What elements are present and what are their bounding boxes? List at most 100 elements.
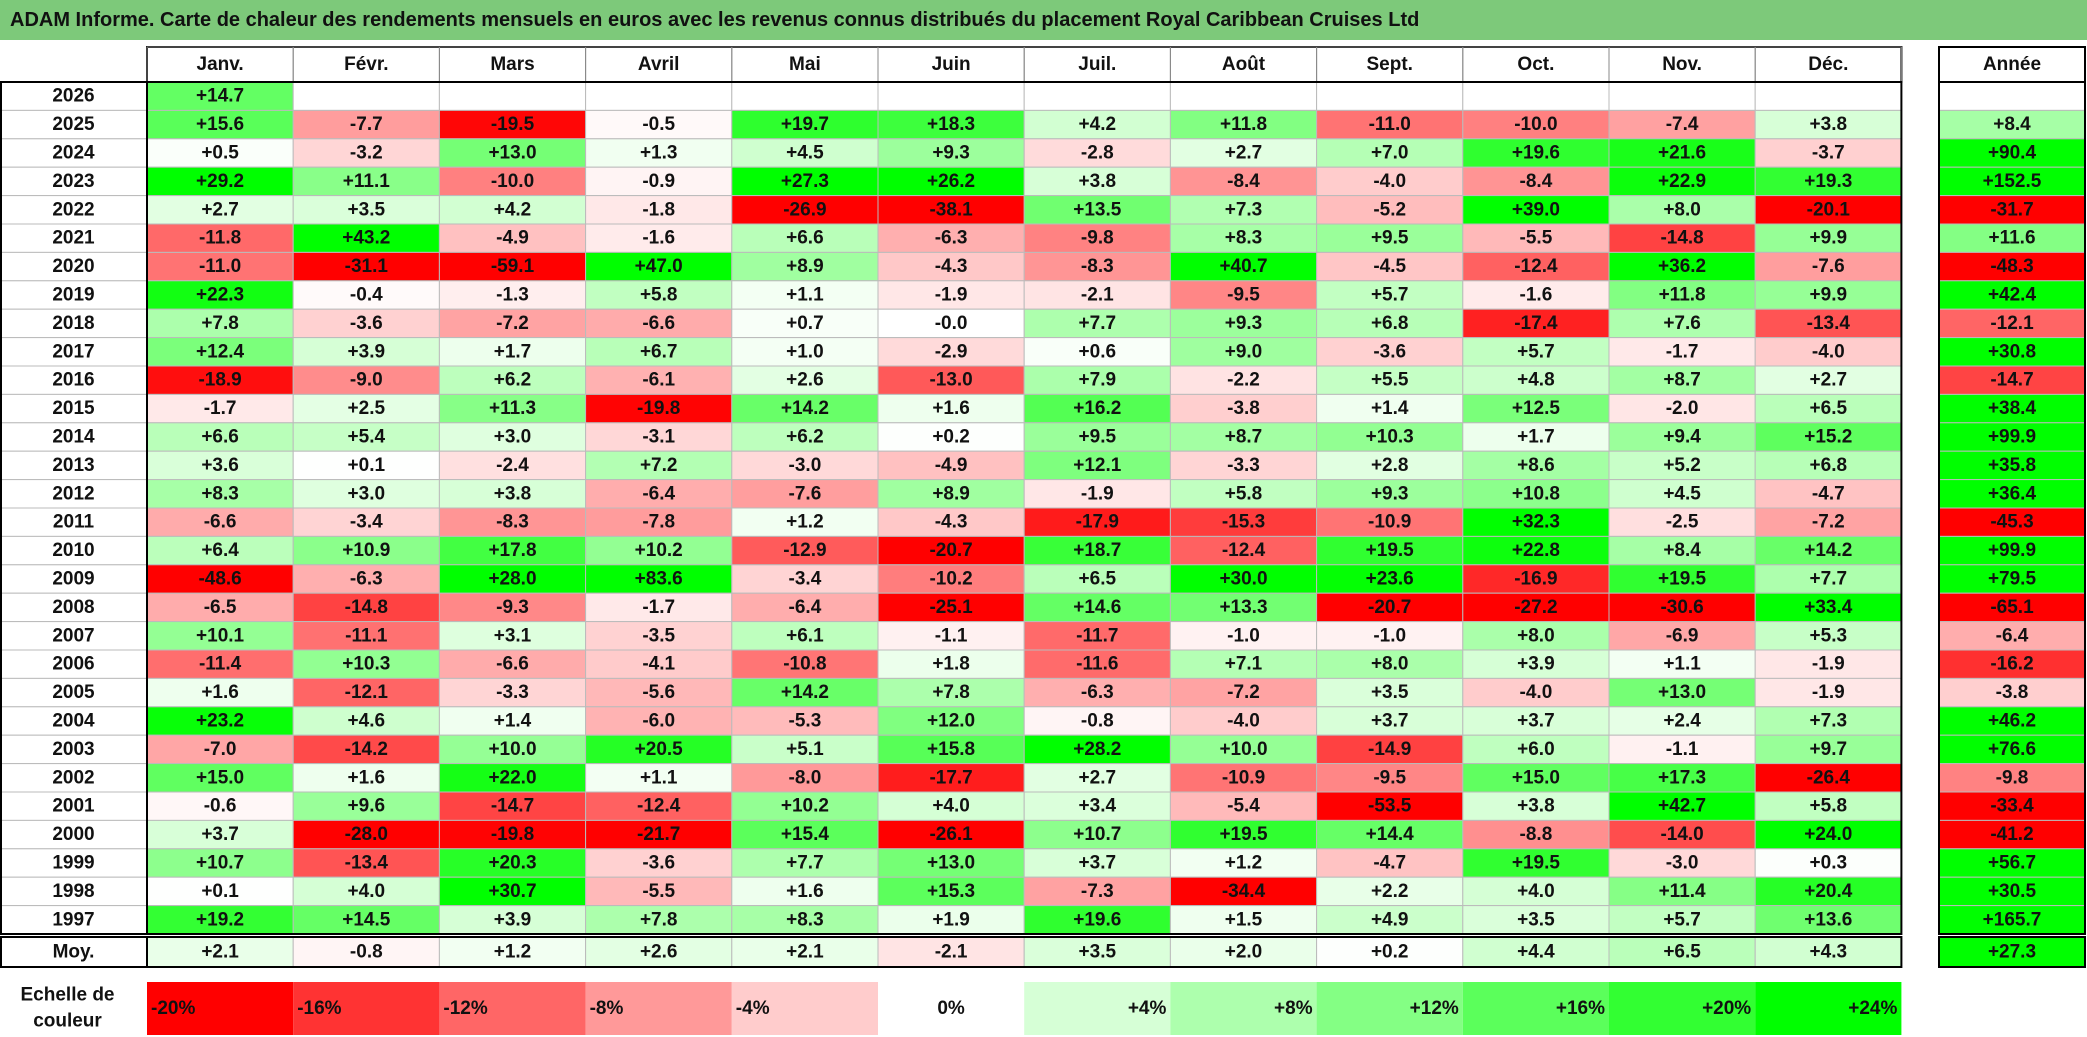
heatmap-cell-value: -16.9 [1514,569,1557,590]
annual-cell-value: -14.7 [1990,370,2033,391]
heatmap-cell [731,365,879,395]
heatmap-cell [146,422,294,452]
average-cell-value: +4.4 [1517,942,1555,963]
heatmap-cell-value: +3.0 [348,483,386,504]
month-header-label: Août [1222,54,1266,75]
year-label: 2016 [52,370,94,391]
heatmap-cell-value: +4.5 [1663,483,1701,504]
scale-label-line1: Echelle de [21,985,115,1006]
heatmap-cell-value: +15.8 [927,739,975,760]
heatmap-cell [877,905,1025,935]
heatmap-cell-value: -25.1 [929,597,973,618]
heatmap-cell [1462,905,1610,935]
year-label-cell [0,848,148,878]
heatmap-cell [1316,81,1464,111]
average-cell-value: +2.6 [640,942,678,963]
heatmap-cell [292,592,440,623]
heatmap-cell [1316,308,1464,339]
heatmap-cell-value: +10.1 [196,625,245,646]
annual-cell-value: -48.3 [1990,256,2033,277]
heatmap-cell [438,280,587,310]
heatmap-cell-value: -6.0 [642,711,675,732]
average-annual-value: +27.3 [1988,942,2036,963]
scale-swatch-label: +16% [1556,998,1605,1019]
heatmap-cell-value: -11.6 [1076,654,1118,675]
scale-swatch-label: 0% [937,998,965,1019]
heatmap-cell-value: -7.2 [1227,682,1260,703]
heatmap-cell-value: -2.5 [1666,512,1699,533]
heatmap-cell-value: +9.3 [1225,313,1263,334]
annual-cell-value: +99.9 [1988,540,2036,561]
year-label-cell [0,507,148,537]
heatmap-cell-value: -20.1 [1807,199,1851,220]
heatmap-cell [1169,876,1318,907]
heatmap-cell [438,81,587,111]
heatmap-cell [1754,791,1902,821]
year-label: 2005 [52,682,95,703]
heatmap-cell-value: +7.2 [640,455,678,476]
heatmap-cell-value: +5.4 [348,427,386,448]
heatmap-cell [292,166,440,197]
heatmap-cell-value: +28.2 [1073,739,1121,760]
heatmap-cell-value: -8.4 [1227,171,1260,192]
heatmap-cell [731,450,879,481]
heatmap-cell-value: -4.7 [1373,853,1406,874]
heatmap-cell-value: +27.3 [781,171,829,192]
heatmap-cell [1608,393,1756,424]
heatmap-cell [877,479,1025,509]
heatmap-cell [1169,450,1318,481]
heatmap-cell-value: -3.3 [1227,455,1260,476]
scale-swatch [1609,982,1756,1035]
heatmap-cell-value: -0.9 [642,171,675,192]
heatmap-cell-value: +19.5 [1366,540,1415,561]
scale-swatch [147,982,294,1035]
heatmap-cell [1608,422,1756,452]
annual-cell-value: +30.8 [1988,341,2036,362]
annual-header-label: Année [1983,54,2041,75]
heatmap-cell-value: -13.4 [1807,313,1851,334]
heatmap-cell [146,365,294,395]
heatmap-cell-value: +2.8 [1371,455,1409,476]
heatmap-cell-value: +12.4 [196,341,245,362]
heatmap-cell-value: +15.4 [781,824,830,845]
heatmap-cell-value: -15.3 [1222,512,1265,533]
annual-cell [1938,706,2086,736]
heatmap-cell [1316,791,1464,821]
scale-swatch [1316,982,1463,1035]
heatmap-cell-value: -8.3 [496,512,529,533]
annual-cell-value: -31.7 [1990,199,2033,220]
heatmap-cell-value: +1.8 [932,654,970,675]
heatmap-cell-value: +8.9 [786,256,824,277]
heatmap-cell-value: -3.6 [1373,341,1406,362]
heatmap-cell [1754,195,1902,225]
scale-swatch-label: +8% [1274,998,1313,1019]
heatmap-cell-value: -1.9 [1081,483,1114,504]
scale-label-line2: couleur [33,1011,102,1032]
heatmap-cell [1462,365,1610,395]
heatmap-cell-value: +7.8 [932,682,970,703]
heatmap-cell-value: +6.8 [1810,455,1848,476]
heatmap-cell [1023,280,1171,310]
heatmap-cell-value: +3.9 [348,341,386,362]
heatmap-cell [1023,649,1171,679]
heatmap-cell [1462,109,1610,140]
heatmap-cell-value: -1.8 [642,199,675,220]
heatmap-cell-value: +1.6 [786,881,824,902]
heatmap-cell-value: +6.1 [786,625,824,646]
heatmap-cell [1316,280,1464,310]
heatmap-cell-value: -3.2 [350,143,383,164]
heatmap-cell-value: +9.3 [932,143,970,164]
heatmap-cell-value: -11.4 [199,654,242,675]
heatmap-cell-value: -10.8 [783,654,826,675]
heatmap-cell [146,706,294,736]
heatmap-cell-value: -7.8 [642,512,675,533]
heatmap-cell-value: -1.9 [1812,654,1845,675]
heatmap-cell [1754,393,1902,424]
heatmap-cell-value: +2.7 [1225,143,1263,164]
heatmap-cell-value: -1.7 [642,597,675,618]
heatmap-cell [1462,734,1610,765]
heatmap-cell [1462,763,1610,793]
heatmap-cell-value: +29.2 [196,171,244,192]
month-header-label: Oct. [1517,54,1554,75]
heatmap-cell-value: -6.3 [350,569,383,590]
